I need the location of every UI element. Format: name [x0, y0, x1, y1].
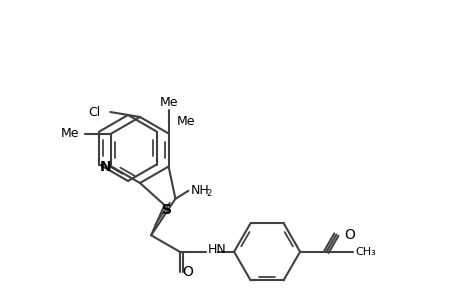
Text: CH₃: CH₃ [354, 247, 375, 257]
Text: S: S [161, 203, 171, 217]
Text: Me: Me [176, 115, 195, 128]
Text: N: N [100, 160, 111, 173]
Text: O: O [344, 228, 354, 242]
Text: 2: 2 [206, 189, 211, 198]
Text: HN: HN [207, 243, 226, 256]
Text: Cl: Cl [88, 106, 100, 118]
Text: NH: NH [190, 184, 209, 197]
Text: O: O [182, 265, 193, 278]
Text: Me: Me [61, 127, 79, 140]
Text: Me: Me [159, 96, 178, 109]
